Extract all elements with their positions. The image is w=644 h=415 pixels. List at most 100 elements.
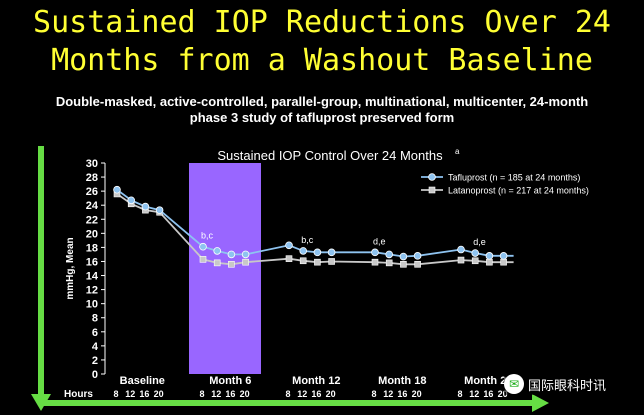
y-tick-label: 8 bbox=[92, 313, 98, 325]
data-point-latanoprost bbox=[199, 256, 207, 263]
y-tick-label: 30 bbox=[86, 158, 98, 170]
data-point-latanoprost bbox=[371, 258, 379, 266]
hour-tick-label: 20 bbox=[154, 389, 164, 399]
hour-tick-label: 8 bbox=[285, 389, 290, 399]
y-tick-label: 0 bbox=[92, 369, 98, 381]
y-tick-label: 16 bbox=[86, 256, 98, 268]
data-point-latanoprost bbox=[328, 258, 335, 265]
visit-label: Baseline bbox=[120, 375, 165, 387]
watermark-text: 国际眼科时讯 bbox=[528, 378, 607, 394]
data-point-latanoprost bbox=[500, 258, 507, 266]
data-point-latanoprost bbox=[285, 255, 293, 262]
hour-tick-label: 12 bbox=[125, 389, 135, 399]
data-point-latanoprost bbox=[400, 260, 407, 268]
data-point-tafluprost bbox=[327, 248, 336, 257]
data-point-tafluprost bbox=[399, 252, 408, 261]
data-point-tafluprost bbox=[241, 250, 250, 259]
data-point-tafluprost bbox=[141, 202, 150, 211]
data-point-tafluprost bbox=[313, 248, 322, 257]
hour-tick-label: 16 bbox=[311, 389, 321, 399]
data-point-tafluprost bbox=[113, 185, 121, 194]
y-tick-label: 14 bbox=[86, 271, 99, 283]
data-point-tafluprost bbox=[457, 245, 465, 254]
y-tick-label: 26 bbox=[86, 186, 98, 198]
hour-tick-label: 12 bbox=[469, 389, 479, 399]
y-tick-label: 20 bbox=[86, 228, 98, 240]
data-point-tafluprost bbox=[199, 242, 207, 251]
hour-tick-label: 8 bbox=[113, 389, 118, 399]
significance-annotation: b,c bbox=[201, 231, 214, 241]
visit-label: Month 6 bbox=[209, 375, 251, 387]
data-point-tafluprost bbox=[285, 241, 293, 250]
data-point-tafluprost bbox=[213, 247, 222, 255]
data-point-tafluprost bbox=[227, 250, 236, 259]
y-tick-label: 10 bbox=[86, 299, 98, 311]
data-point-latanoprost bbox=[213, 259, 221, 267]
y-tick-label: 6 bbox=[92, 327, 98, 339]
data-point-tafluprost bbox=[371, 248, 379, 257]
hour-tick-label: 20 bbox=[326, 389, 336, 399]
y-tick-label: 4 bbox=[92, 341, 99, 353]
highlight-band bbox=[189, 163, 261, 374]
data-point-tafluprost bbox=[299, 247, 308, 255]
data-point-latanoprost bbox=[486, 258, 493, 266]
data-point-tafluprost bbox=[127, 196, 135, 205]
legend-label-latanoprost: Latanoprost (n = 217 at 24 months) bbox=[448, 186, 589, 196]
hour-tick-label: 20 bbox=[240, 389, 250, 399]
hour-tick-label: 12 bbox=[211, 389, 221, 399]
y-axis-label: mmHg, Mean bbox=[65, 237, 76, 299]
subtitle-line-2: phase 3 study of tafluprost preserved fo… bbox=[189, 110, 455, 125]
hour-tick-label: 16 bbox=[225, 389, 235, 399]
hour-tick-label: 8 bbox=[457, 389, 462, 399]
y-tick-label: 24 bbox=[86, 200, 99, 212]
chart-title-superscript: a bbox=[455, 147, 460, 156]
hour-tick-label: 16 bbox=[139, 389, 149, 399]
data-point-tafluprost bbox=[485, 252, 494, 260]
hour-tick-label: 8 bbox=[371, 389, 376, 399]
legend-marker-tafluprost bbox=[428, 173, 436, 181]
series-line-tafluprost bbox=[116, 188, 514, 258]
y-tick-label: 12 bbox=[86, 285, 98, 297]
visit-label: Month 18 bbox=[378, 375, 426, 387]
data-point-latanoprost bbox=[457, 256, 465, 264]
hour-tick-label: 12 bbox=[297, 389, 307, 399]
hour-tick-label: 8 bbox=[199, 389, 204, 399]
hour-tick-label: 20 bbox=[412, 389, 422, 399]
data-point-tafluprost bbox=[471, 249, 480, 257]
wechat-watermark: ✉ 国际眼科时讯 bbox=[504, 373, 636, 395]
slide-title: Sustained IOP Reductions Over 24 Months … bbox=[0, 4, 644, 80]
hour-tick-label: 12 bbox=[383, 389, 393, 399]
slide-title-line-2: Months from a Washout Baseline bbox=[51, 43, 593, 78]
subtitle-line-1: Double-masked, active-controlled, parall… bbox=[55, 94, 589, 109]
legend-marker-latanoprost bbox=[428, 186, 436, 194]
data-point-latanoprost bbox=[228, 260, 235, 268]
hour-tick-label: 16 bbox=[483, 389, 493, 399]
slide-subtitle: Double-masked, active-controlled, parall… bbox=[0, 94, 644, 126]
data-point-tafluprost bbox=[385, 250, 394, 259]
y-tick-label: 28 bbox=[86, 172, 98, 184]
chart-title: Sustained IOP Control Over 24 Months bbox=[217, 148, 443, 163]
slide-title-line-1: Sustained IOP Reductions Over 24 bbox=[33, 5, 611, 40]
significance-annotation: d,e bbox=[473, 237, 486, 247]
horizontal-arrow-head bbox=[532, 394, 549, 412]
hours-label: Hours bbox=[64, 389, 93, 400]
data-point-latanoprost bbox=[242, 258, 249, 266]
data-point-latanoprost bbox=[314, 258, 321, 266]
data-point-latanoprost bbox=[299, 257, 307, 265]
significance-annotation: d,e bbox=[373, 236, 386, 246]
hour-tick-label: 20 bbox=[498, 389, 508, 399]
data-point-tafluprost bbox=[155, 206, 164, 214]
y-tick-label: 18 bbox=[86, 242, 98, 254]
legend-label-tafluprost: Tafluprost (n = 185 at 24 months) bbox=[448, 173, 580, 183]
data-point-tafluprost bbox=[413, 252, 422, 260]
data-point-latanoprost bbox=[471, 257, 479, 265]
data-point-latanoprost bbox=[414, 260, 421, 268]
y-tick-label: 2 bbox=[92, 355, 98, 367]
significance-annotation: b,c bbox=[301, 235, 314, 245]
visit-label: Month 24 bbox=[464, 375, 513, 387]
wechat-icon: ✉ bbox=[504, 374, 524, 394]
data-point-latanoprost bbox=[385, 259, 393, 267]
visit-label: Month 12 bbox=[292, 375, 340, 387]
hour-tick-label: 16 bbox=[397, 389, 407, 399]
